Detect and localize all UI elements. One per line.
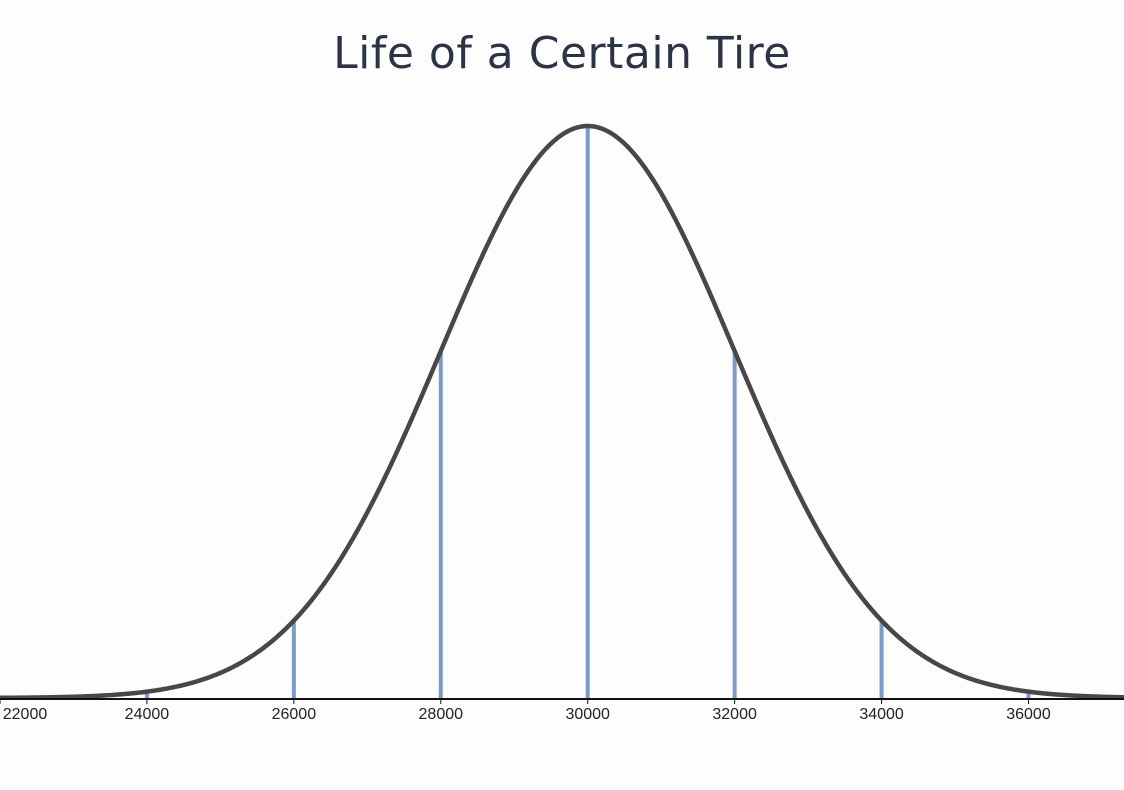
density-curve	[0, 123, 1124, 701]
x-tick-label-30000: 30000	[565, 706, 610, 723]
chart-title: Life of a Certain Tire	[333, 28, 791, 79]
x-tick-label-26000: 26000	[272, 706, 317, 723]
x-axis-ticks	[0, 699, 1029, 704]
x-tick-label-22000: 22000	[3, 706, 48, 723]
x-tick-label-36000: 36000	[1006, 706, 1051, 723]
x-tick-label-34000: 34000	[859, 706, 904, 723]
x-axis-tick-labels: 22000 24000 26000 28000 30000 32000 34000 36000	[3, 706, 1051, 723]
reference-lines	[144, 126, 1031, 698]
x-tick-label-28000: 28000	[419, 706, 464, 723]
x-tick-label-24000: 24000	[125, 706, 170, 723]
x-tick-label-32000: 32000	[712, 706, 757, 723]
